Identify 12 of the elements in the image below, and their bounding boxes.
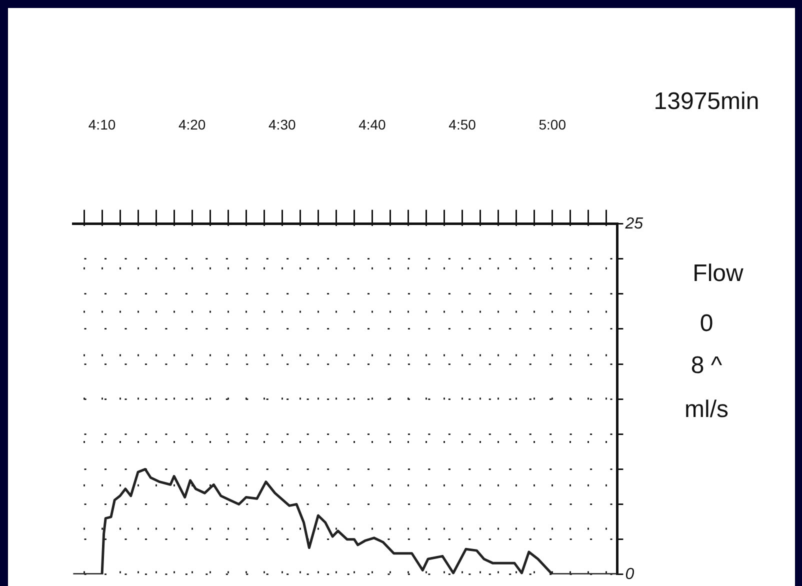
text: 0 [698,310,714,338]
x-tick-label: 4:10 [88,116,116,132]
text: ml/s [684,396,730,424]
text: 8 ^ [690,352,724,380]
y-axis-title: Flow [692,260,744,288]
x-tick-label: 4:20 [178,116,206,132]
x-tick-label: 4:50 [448,116,476,132]
text: 13975min [652,88,760,116]
x-tick-label: 4:40 [358,116,386,132]
y-tick-label: 25 [624,215,644,232]
x-tick-label: 5:00 [538,116,566,132]
x-tick-label: 4:30 [268,116,296,132]
